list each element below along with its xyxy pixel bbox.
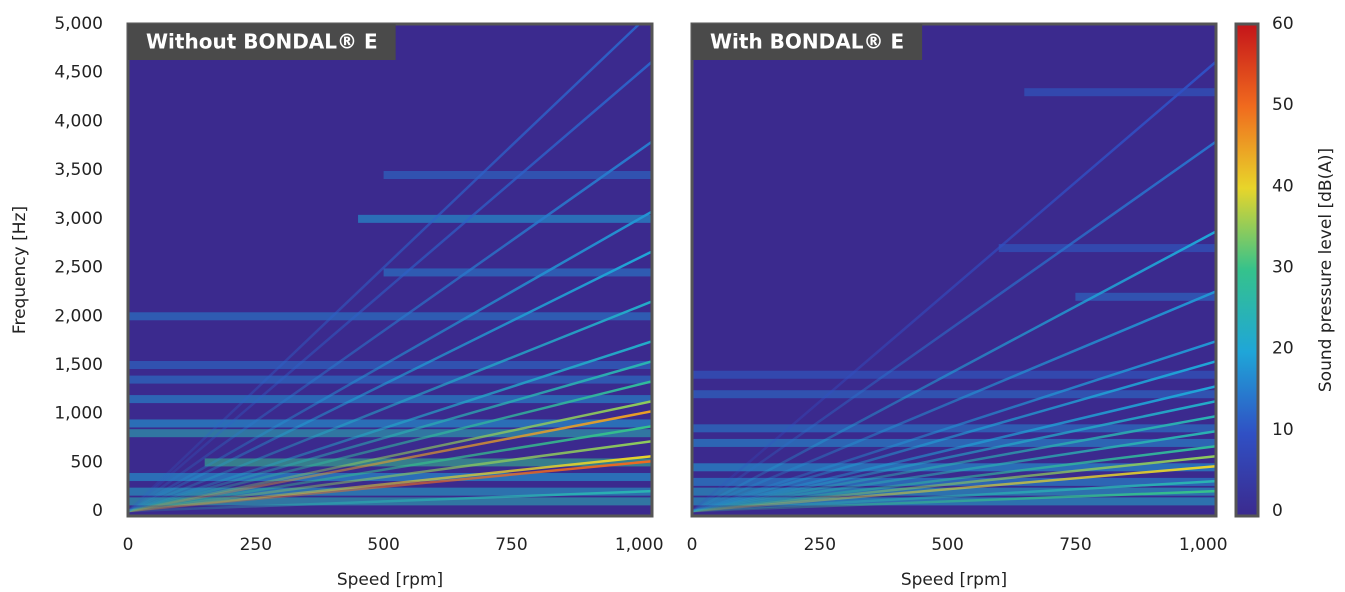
x-axis-label: Speed [rpm]	[901, 570, 1007, 590]
y-tick-label: 5,000	[54, 14, 103, 34]
order-line	[692, 400, 1216, 513]
colorbar-tick-label: 40	[1272, 176, 1294, 196]
order-line	[692, 60, 1216, 513]
x-tick-label: 250	[240, 535, 272, 555]
order-line	[128, 454, 652, 513]
order-line	[692, 444, 1216, 513]
order-line	[128, 380, 652, 513]
y-tick-label: 3,000	[54, 209, 103, 229]
band	[692, 463, 1216, 472]
order-line	[128, 340, 652, 513]
band	[998, 244, 1216, 253]
colorbar-tick-label: 20	[1272, 339, 1294, 359]
x-axis-label: Speed [rpm]	[337, 570, 443, 590]
order-line	[692, 290, 1216, 513]
band	[692, 487, 1216, 496]
colorbar-tick-label: 0	[1272, 501, 1283, 521]
order-line	[128, 300, 652, 513]
colorbar-tick-label: 60	[1272, 14, 1294, 34]
x-tick-label: 1,000	[615, 535, 664, 555]
y-tick-label: 3,500	[54, 160, 103, 180]
order-line	[128, 425, 652, 513]
band	[128, 419, 652, 428]
x-tick-label: 750	[1059, 535, 1091, 555]
order-line	[128, 60, 652, 513]
colorbar	[1234, 22, 1260, 518]
y-tick-label: 0	[92, 501, 103, 521]
colorbar-tick-label: 50	[1272, 95, 1294, 115]
colorbar-tick-label: 10	[1272, 420, 1294, 440]
panel-title: Without BONDAL® E	[146, 30, 378, 54]
plot-area	[692, 60, 1216, 513]
band	[128, 487, 652, 496]
band	[692, 477, 1216, 486]
x-tick-label: 0	[123, 535, 134, 555]
x-tick-label: 0	[687, 535, 698, 555]
x-tick-label: 750	[495, 535, 527, 555]
band	[128, 360, 652, 369]
panel-title-box	[692, 24, 923, 60]
order-line	[692, 415, 1216, 513]
band	[692, 438, 1216, 447]
order-line	[692, 454, 1216, 513]
order-line	[692, 464, 1216, 513]
band	[1024, 88, 1216, 97]
panel-title-box	[128, 24, 396, 60]
order-line	[128, 400, 652, 513]
plot-frame	[690, 22, 1218, 518]
y-tick-label: 2,500	[54, 258, 103, 278]
order-line	[692, 430, 1216, 513]
band	[128, 429, 652, 438]
colorbar-label: Sound pressure level [dB(A)]	[1316, 148, 1336, 392]
order-line	[692, 479, 1216, 513]
y-tick-label: 1,500	[54, 355, 103, 375]
band	[692, 424, 1216, 433]
order-line	[692, 489, 1216, 513]
order-line	[128, 210, 652, 513]
plot-area	[128, 24, 652, 513]
order-line	[128, 24, 642, 513]
x-tick-label: 500	[367, 535, 399, 555]
colorbar-tick-label: 30	[1272, 258, 1294, 278]
panel-title: With BONDAL® E	[710, 30, 904, 54]
order-line	[128, 250, 652, 513]
order-line	[128, 140, 652, 513]
band	[358, 214, 652, 223]
band	[383, 268, 652, 277]
order-line	[692, 230, 1216, 513]
band	[128, 312, 652, 321]
x-tick-label: 500	[931, 535, 963, 555]
band	[692, 390, 1216, 399]
x-tick-label: 1,000	[1179, 535, 1228, 555]
y-axis-label: Frequency [Hz]	[10, 206, 30, 334]
band	[692, 370, 1216, 379]
y-tick-label: 4,500	[54, 63, 103, 83]
band	[383, 171, 652, 180]
y-tick-label: 500	[71, 452, 103, 472]
x-tick-label: 250	[804, 535, 836, 555]
order-line	[692, 360, 1216, 513]
order-line	[128, 360, 652, 513]
band	[128, 395, 652, 404]
order-line	[128, 489, 652, 513]
plot-background	[692, 24, 1216, 516]
order-line	[692, 140, 1216, 513]
order-line	[692, 340, 1216, 513]
y-tick-label: 2,000	[54, 306, 103, 326]
order-line	[128, 439, 652, 513]
y-tick-label: 4,000	[54, 111, 103, 131]
band	[128, 375, 652, 384]
order-line	[128, 410, 652, 513]
y-tick-label: 1,000	[54, 404, 103, 424]
order-line	[692, 385, 1216, 513]
band	[1075, 292, 1216, 301]
